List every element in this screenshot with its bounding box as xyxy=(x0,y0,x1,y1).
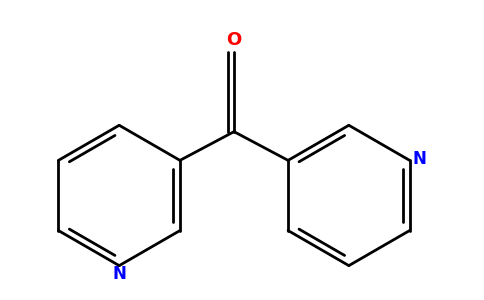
Text: N: N xyxy=(112,266,126,284)
Text: N: N xyxy=(412,150,426,168)
Text: O: O xyxy=(227,32,242,50)
